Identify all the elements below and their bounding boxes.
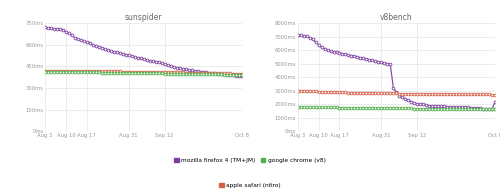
Title: sunspider: sunspider bbox=[125, 13, 162, 22]
Title: v8bench: v8bench bbox=[380, 13, 412, 22]
Legend: apple safari (nitro): apple safari (nitro) bbox=[219, 183, 281, 188]
Legend: mozilla firefox 4 (TM+JM), google chrome (v8): mozilla firefox 4 (TM+JM), google chrome… bbox=[174, 158, 326, 163]
